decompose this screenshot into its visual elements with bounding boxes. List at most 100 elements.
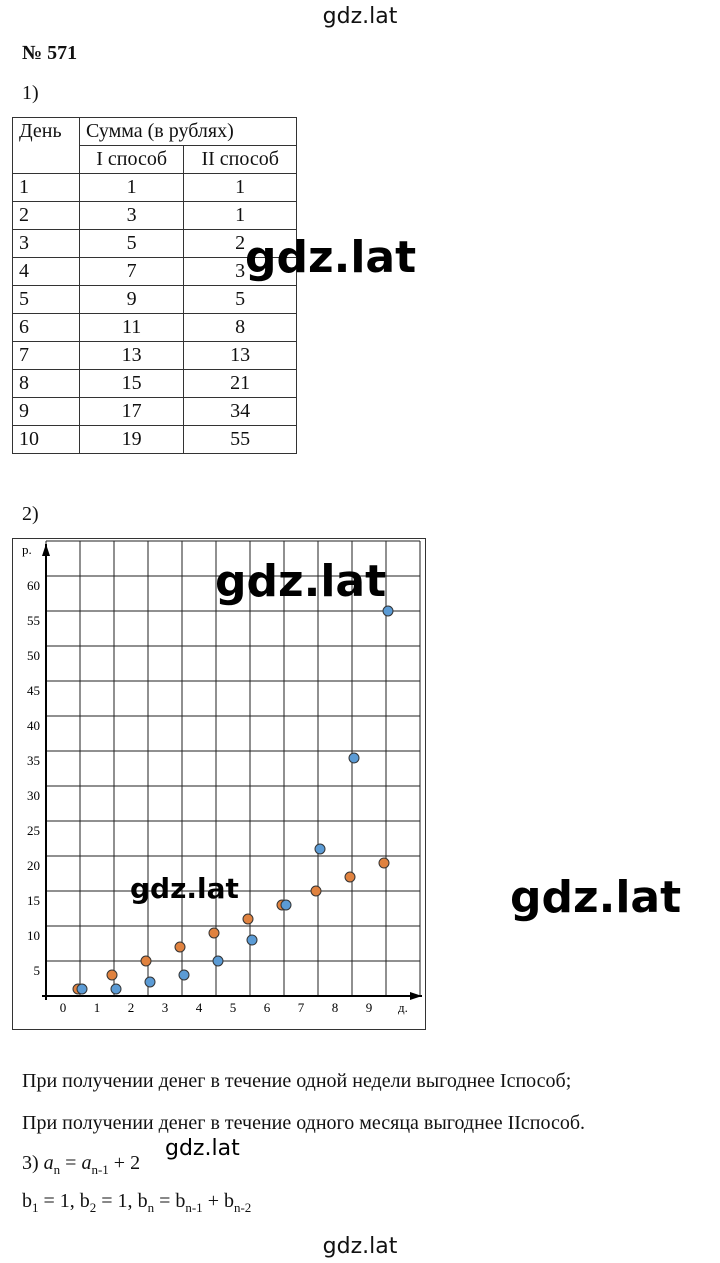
point (242, 913, 254, 925)
formula-part: = 1, (101, 1190, 133, 1212)
formula-part: a (43, 1152, 54, 1174)
formula-part: b (175, 1190, 186, 1212)
x-axis-label: д. (398, 1000, 408, 1015)
y-tick-label: 15 (27, 893, 40, 908)
point (110, 983, 122, 995)
formula-part: 2 (89, 1200, 97, 1215)
y-tick-label: 30 (27, 788, 40, 803)
table-cell: 10 (12, 425, 80, 454)
header-cell: День (12, 117, 80, 174)
formula-part: = 1, (43, 1190, 75, 1212)
formula-part: 3) (22, 1152, 39, 1174)
table-cell: 1 (12, 173, 80, 202)
formula-part: n (53, 1162, 61, 1177)
y-tick-label: 25 (27, 823, 40, 838)
point (174, 941, 186, 953)
table-cell: 15 (78, 369, 185, 398)
table-cell: 5 (183, 285, 297, 314)
table-cell: 8 (12, 369, 80, 398)
header-cell: Сумма (в рублях) (79, 117, 297, 146)
table-cell: 17 (78, 397, 185, 426)
table: День Сумма (в рублях) I способ II способ… (12, 117, 297, 454)
table-cell: 3 (78, 201, 185, 230)
formula-part: + 2 (113, 1152, 141, 1174)
table-cell: 5 (12, 285, 80, 314)
watermark: gdz.lat (215, 556, 387, 607)
formula: b1 = 1, b2 = 1, bn = bn-1 + bn-2 (22, 1190, 251, 1216)
site-footer: gdz.lat (322, 1234, 398, 1259)
point (208, 927, 220, 939)
y-tick-label: 20 (27, 858, 40, 873)
table-row: 10 19 55 (12, 425, 297, 454)
formula-part: b (223, 1190, 234, 1212)
watermark: gdz.lat (165, 1136, 240, 1161)
formula-part: b (137, 1190, 148, 1212)
header-cell: II способ (183, 145, 297, 174)
table-cell: 5 (78, 229, 185, 258)
table-cell: 9 (78, 285, 185, 314)
point (178, 969, 190, 981)
point (144, 976, 156, 988)
x-tick-label: 0 (60, 1000, 67, 1015)
point (344, 871, 356, 883)
chart-frame (12, 538, 426, 1030)
conclusion: При получении денег в течение одной неде… (22, 1070, 572, 1092)
table-cell: 7 (78, 257, 185, 286)
point (140, 955, 152, 967)
point (246, 934, 258, 946)
formula: 3) an = an-1 + 2 (22, 1152, 140, 1178)
x-tick-label: 7 (298, 1000, 305, 1015)
formula-part: b (79, 1190, 90, 1212)
table-cell: 13 (183, 341, 297, 370)
table-cell: 34 (183, 397, 297, 426)
table-row: 6 11 8 (12, 313, 297, 342)
y-tick-label: 55 (27, 613, 40, 628)
header-cell: I способ (78, 145, 185, 174)
formula-part: n-1 (185, 1200, 203, 1215)
point (76, 983, 88, 995)
y-tick-label: 35 (27, 753, 40, 768)
x-tick-label: 4 (196, 1000, 203, 1015)
y-tick-label: 60 (27, 578, 40, 593)
x-tick-label: 9 (366, 1000, 373, 1015)
watermark: gdz.lat (510, 872, 682, 923)
conclusion: При получении денег в течение одного мес… (22, 1112, 586, 1134)
table-row: 8 15 21 (12, 369, 297, 398)
y-tick-label: 40 (27, 718, 40, 733)
table-cell: 9 (12, 397, 80, 426)
formula-part: = (159, 1190, 171, 1212)
point (348, 752, 360, 764)
point (378, 857, 390, 869)
table-cell: 1 (78, 173, 185, 202)
table-cell: 2 (12, 201, 80, 230)
table-cell: 8 (183, 313, 297, 342)
watermark: gdz.lat (245, 232, 417, 283)
formula-part: n (147, 1200, 155, 1215)
formula-part: = (65, 1152, 77, 1174)
x-tick-label: 1 (94, 1000, 101, 1015)
table-cell: 6 (12, 313, 80, 342)
watermark: gdz.lat (130, 872, 239, 905)
x-tick-label: 2 (128, 1000, 135, 1015)
formula-part: n-2 (233, 1200, 252, 1215)
point (382, 605, 394, 617)
y-axis-arrow (42, 544, 50, 556)
point (280, 899, 292, 911)
y-axis-label: р. (22, 542, 32, 557)
table-cell: 3 (183, 257, 297, 286)
point (106, 969, 118, 981)
y-tick-label: 45 (27, 683, 40, 698)
point (314, 843, 326, 855)
table-cell: 13 (78, 341, 185, 370)
table-cell: 1 (183, 201, 297, 230)
point (310, 885, 322, 897)
x-tick-label: 5 (230, 1000, 237, 1015)
table-cell: 4 (12, 257, 80, 286)
table-cell: 21 (183, 369, 297, 398)
y-tick-label: 50 (27, 648, 40, 663)
